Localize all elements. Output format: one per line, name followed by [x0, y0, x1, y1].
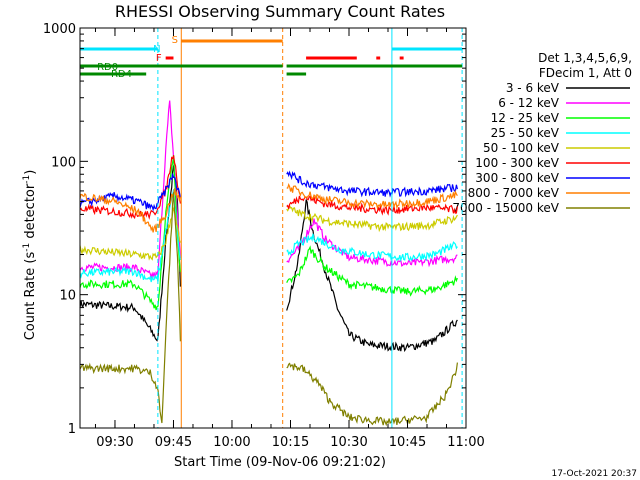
x-tick-label-6: 11:00: [447, 435, 484, 450]
legend-entry-label-4: 50 - 100 keV: [483, 141, 560, 155]
state-bar-f-0: [165, 56, 174, 60]
series-line-3: [79, 189, 458, 283]
x-tick-label-2: 10:00: [213, 435, 250, 450]
x-tick-label-0: 09:30: [96, 435, 133, 450]
series-line-5: [79, 155, 458, 220]
legend-entry-label-5: 100 - 300 keV: [475, 156, 559, 170]
state-bar-f-2: [376, 56, 381, 60]
flag-label-rd0: RD0: [97, 62, 118, 73]
series-line-7: [79, 183, 458, 233]
legend-entry-label-2: 12 - 25 keV: [491, 111, 560, 125]
legend-entry-label-8: 7000 - 15000 keV: [452, 201, 559, 215]
y-axis-label-sup1: -1: [22, 243, 32, 252]
y-axis-label: Count Rate (s-1 detector-1): [22, 170, 38, 341]
x-axis-label: Start Time (09-Nov-06 09:21:02): [174, 455, 386, 470]
y-tick-label-3: 1000: [43, 22, 76, 37]
state-bar-f-1: [306, 56, 357, 60]
legend-entry-label-3: 25 - 50 keV: [491, 126, 560, 140]
x-tick-label-3: 10:15: [272, 435, 309, 450]
plot-frame: [79, 27, 467, 429]
state-bar-rd4-0: [80, 72, 147, 76]
state-bar-rd0-1: [286, 64, 463, 68]
series-line-2: [79, 155, 458, 311]
x-tick-label-5: 10:45: [389, 435, 426, 450]
legend-entry-label-1: 6 - 12 keV: [498, 96, 560, 110]
chart-title: RHESSI Observing Summary Count Rates: [115, 2, 445, 21]
legend-entry-label-0: 3 - 6 keV: [506, 81, 560, 95]
y-tick-label-2: 100: [51, 155, 76, 170]
x-tick-label-4: 10:30: [330, 435, 367, 450]
y-axis-label-sup2: -1: [22, 175, 32, 184]
legend: Det 1,3,4,5,6,9, FDecim 1, Att 0 3 - 6 k…: [452, 51, 632, 215]
flag-label-n: N: [153, 44, 160, 55]
svg-text:Count Rate (s-1 detector-1): Count Rate (s-1 detector-1): [22, 170, 38, 341]
flag-label-rd4: RD4: [111, 69, 132, 80]
y-axis-label-mid: detector: [23, 183, 38, 243]
flag-label-s: S: [172, 35, 178, 46]
x-tick-label-1: 09:45: [155, 435, 192, 450]
series-line-4: [79, 203, 458, 261]
series-line-6: [79, 170, 458, 212]
state-bar-rd4-1: [286, 72, 307, 76]
state-bar-n-0: [80, 47, 158, 51]
legend-header-line-1: Det 1,3,4,5,6,9,: [538, 51, 632, 65]
y-axis-label-end: ): [23, 170, 38, 175]
state-bar-s-0: [181, 39, 283, 43]
y-tick-label-0: 1: [68, 422, 76, 437]
state-bar-f-3: [399, 56, 404, 60]
legend-entry-label-7: 800 - 7000 keV: [468, 186, 560, 200]
series-line-8: [79, 192, 458, 427]
flag-label-f: F: [156, 53, 162, 64]
legend-header-line-2: FDecim 1, Att 0: [539, 66, 632, 80]
y-axis-label-main: Count Rate (s: [23, 252, 38, 341]
y-tick-label-1: 10: [59, 289, 76, 304]
generation-timestamp: 17-Oct-2021 20:37: [552, 469, 637, 479]
legend-entry-label-6: 300 - 800 keV: [475, 171, 559, 185]
series-line-1: [79, 100, 458, 279]
state-bar-rd0-0: [80, 64, 283, 68]
state-bar-n-1: [391, 47, 463, 51]
